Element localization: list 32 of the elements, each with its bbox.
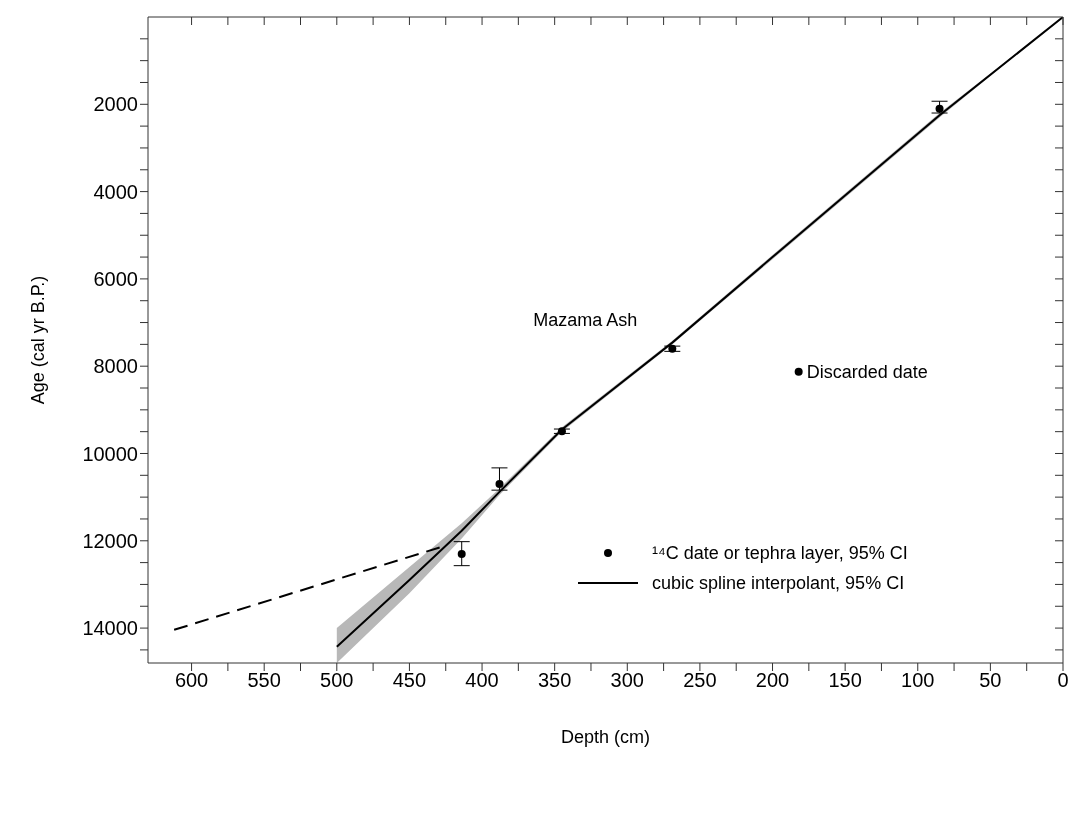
y-axis-title: Age (cal yr B.P.) — [28, 275, 49, 405]
x-tick-label: 550 — [247, 669, 281, 692]
x-axis-title: Depth (cm) — [560, 727, 651, 747]
point — [495, 480, 504, 489]
point — [794, 367, 803, 376]
point — [557, 427, 566, 436]
x-tick-label: 600 — [174, 669, 209, 692]
point — [457, 549, 466, 558]
x-tick-label: 400 — [465, 669, 499, 692]
legend-label: cubic spline interpolant, 95% CI — [652, 572, 905, 594]
y-tick-label: 8000 — [93, 355, 138, 378]
point — [668, 344, 677, 353]
x-tick-label: 100 — [901, 669, 935, 692]
y-tick-label: 14000 — [82, 617, 138, 640]
y-tick-label: 2000 — [93, 93, 138, 116]
y-tick-label: 10000 — [82, 442, 138, 465]
x-tick-label: 350 — [537, 669, 572, 692]
y-tick-label: 12000 — [82, 529, 138, 552]
x-tick-label: 0 — [1057, 669, 1069, 692]
y-tick-label: 6000 — [93, 267, 138, 290]
x-tick-label: 150 — [828, 669, 862, 692]
point — [935, 104, 944, 113]
x-tick-label: 200 — [755, 669, 790, 692]
x-tick-label: 50 — [979, 669, 1002, 692]
legend-label: ¹⁴C date or tephra layer, 95% CI — [652, 542, 908, 564]
x-tick-label: 250 — [683, 669, 717, 692]
x-tick-label: 450 — [392, 669, 427, 692]
x-tick-label: 500 — [320, 669, 354, 692]
x-tick-label: 300 — [610, 669, 644, 692]
annotation: Mazama Ash — [533, 309, 638, 330]
series-label: Discarded date — [806, 362, 928, 383]
y-tick-label: 4000 — [93, 180, 138, 203]
